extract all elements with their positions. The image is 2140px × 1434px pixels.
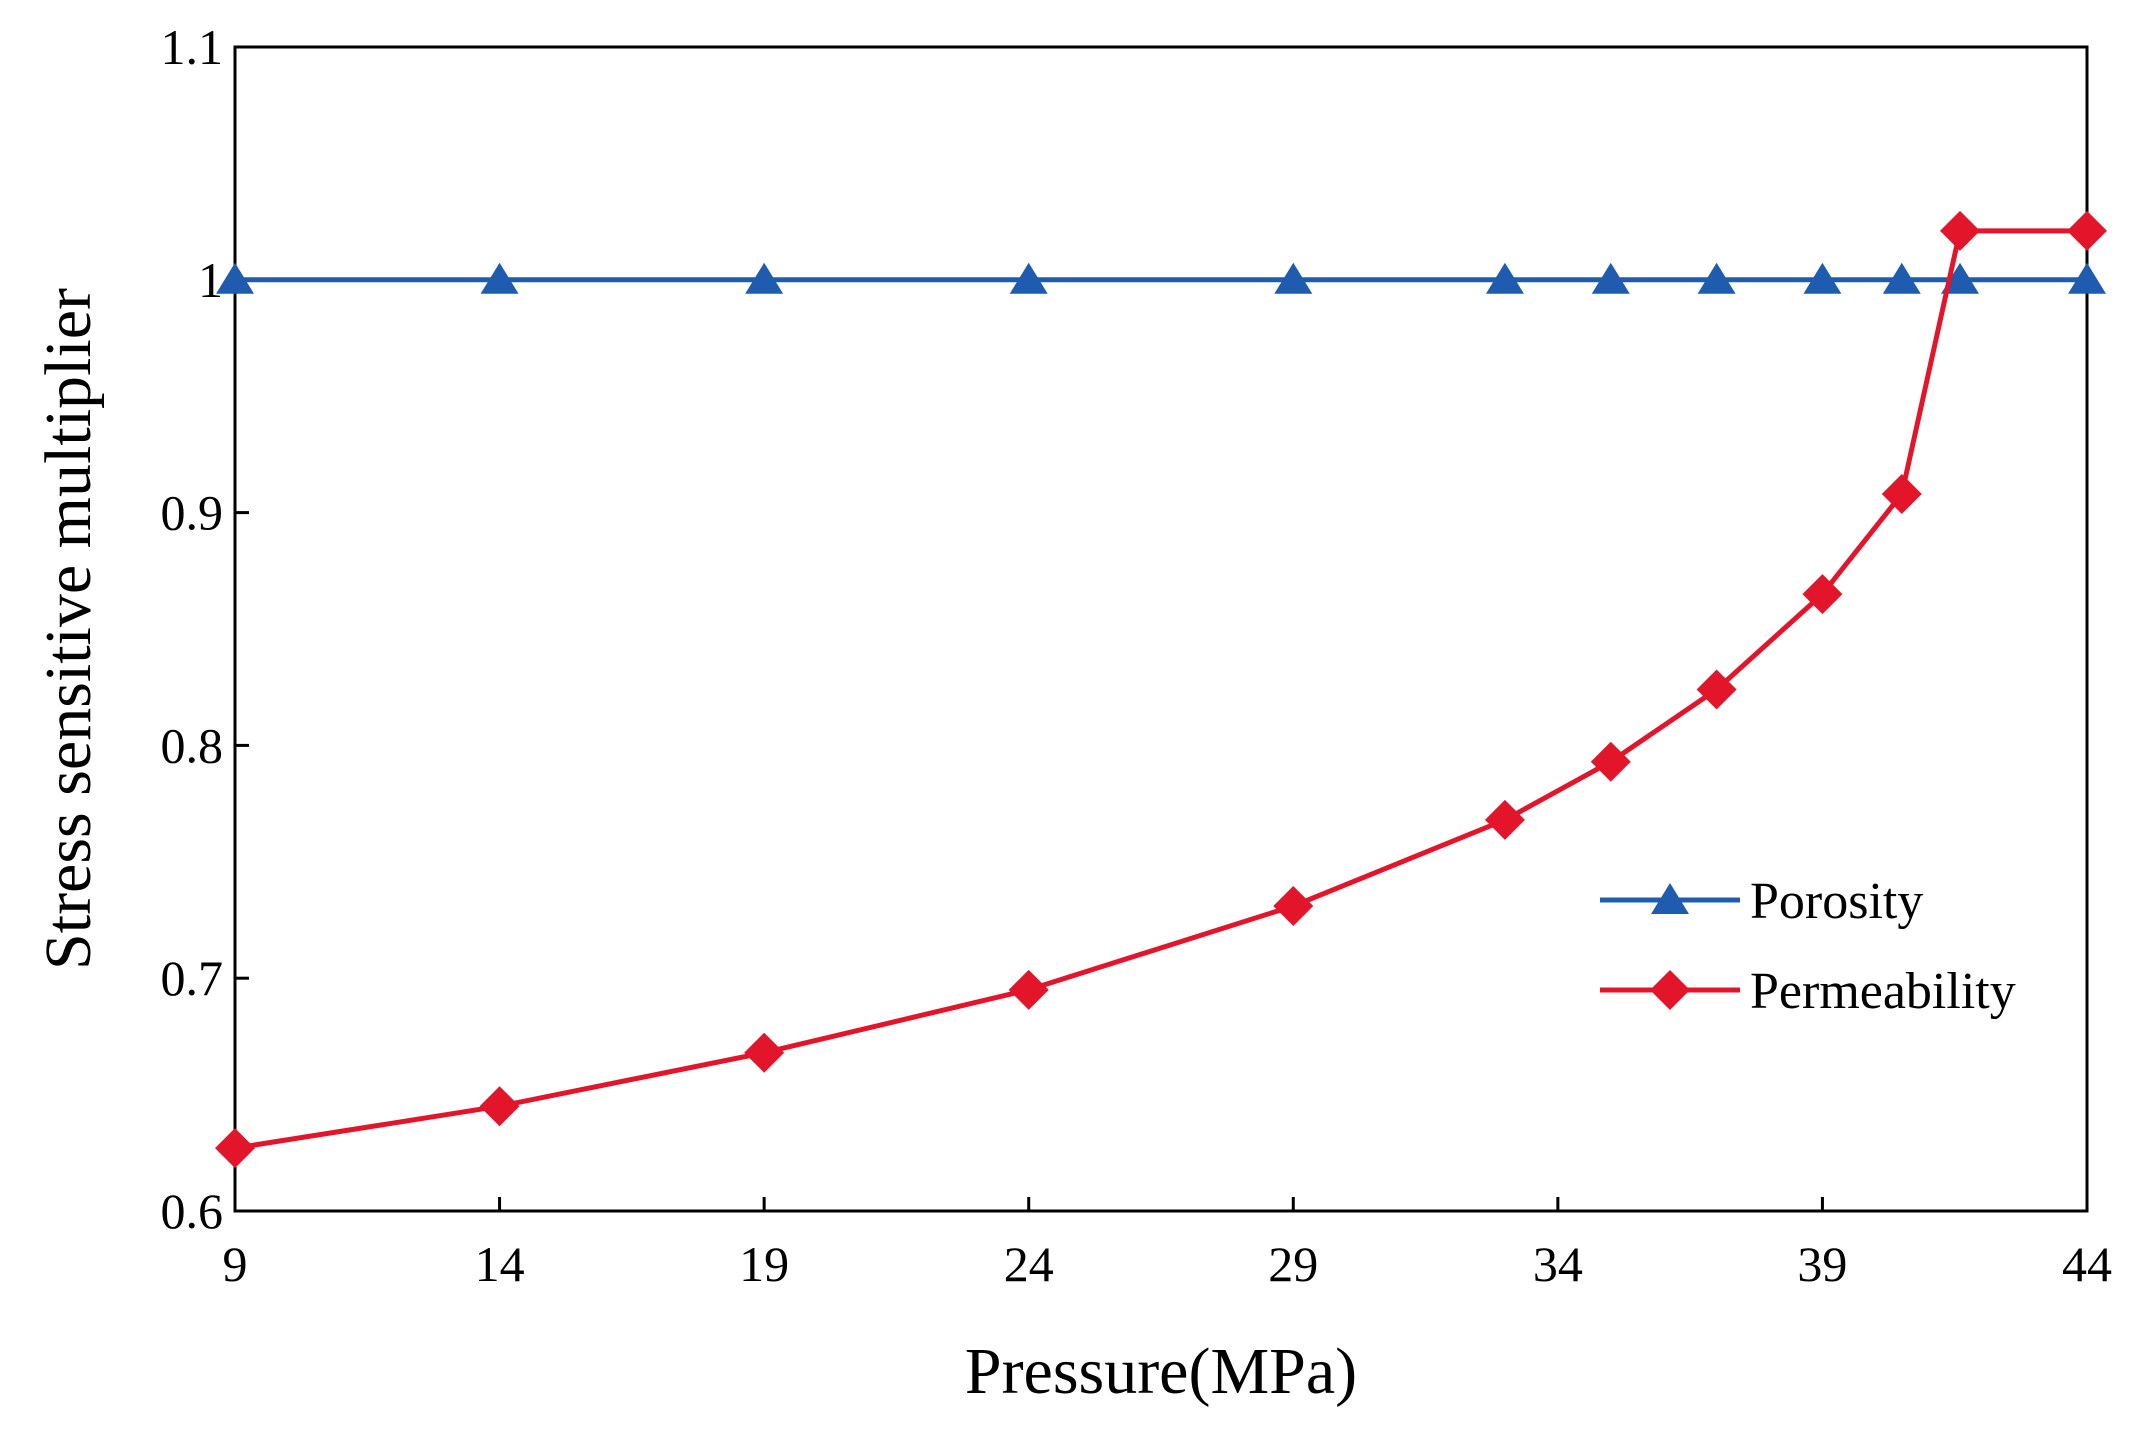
series-line-permeability xyxy=(234,228,2087,1151)
x-tick-label: 34 xyxy=(1533,1236,1583,1292)
x-tick-label: 24 xyxy=(1004,1236,1054,1292)
point-permeability xyxy=(1940,210,1981,251)
point-permeability xyxy=(1273,886,1314,927)
series-porosity xyxy=(216,262,2106,294)
x-tick-label: 14 xyxy=(475,1236,525,1292)
y-tick-label: 0.8 xyxy=(161,717,224,773)
point-porosity xyxy=(1591,262,1630,294)
y-tick-label: 0.9 xyxy=(161,485,224,541)
point-porosity xyxy=(1485,262,1524,294)
y-tick-label: 1 xyxy=(198,252,223,308)
x-tick-label: 29 xyxy=(1268,1236,1318,1292)
plot-frame xyxy=(233,45,2089,1213)
y-tick-label: 0.6 xyxy=(161,1183,224,1239)
x-tick-label: 44 xyxy=(2062,1236,2112,1292)
point-permeability xyxy=(1484,799,1525,840)
point-porosity xyxy=(2068,262,2106,294)
legend-porosity-marker xyxy=(1651,883,1689,914)
x-tick-label: 9 xyxy=(223,1236,248,1292)
point-permeability xyxy=(1802,574,1843,615)
point-permeability xyxy=(479,1086,520,1127)
y-ticks: 0.6 0.7 0.8 0.9 1 1.1 xyxy=(161,19,249,1239)
legend-porosity-label: Porosity xyxy=(1750,873,1923,930)
x-tick-label: 19 xyxy=(739,1236,789,1292)
point-permeability xyxy=(1881,473,1922,514)
point-porosity xyxy=(480,262,519,294)
point-porosity xyxy=(1697,262,1736,294)
legend-permeability-label: Permeability xyxy=(1750,963,2016,1020)
point-porosity xyxy=(1803,262,1842,294)
y-tick-label: 1.1 xyxy=(161,19,224,75)
series-permeability xyxy=(215,210,2107,1169)
point-porosity xyxy=(1009,262,1048,294)
point-permeability xyxy=(2067,210,2107,251)
y-axis-title: Stress sensitive multiplier xyxy=(32,288,105,970)
point-porosity xyxy=(745,262,784,294)
series-layer xyxy=(215,210,2107,1169)
x-axis-title: Pressure(MPa) xyxy=(965,1335,1357,1408)
x-ticks: 9 14 19 24 29 34 39 44 xyxy=(223,1197,2112,1292)
point-porosity xyxy=(1882,262,1921,294)
point-permeability xyxy=(744,1032,785,1073)
x-tick-label: 39 xyxy=(1797,1236,1847,1292)
legend: Porosity Permeability xyxy=(1600,873,2016,1020)
point-permeability xyxy=(1590,741,1631,782)
point-porosity xyxy=(216,262,254,294)
point-permeability xyxy=(215,1128,255,1169)
y-tick-label: 0.7 xyxy=(161,950,224,1006)
point-porosity xyxy=(1941,262,1980,294)
legend-permeability-marker xyxy=(1650,970,1690,1010)
point-permeability xyxy=(1008,969,1049,1010)
point-permeability xyxy=(1696,669,1737,710)
point-porosity xyxy=(1274,262,1313,294)
